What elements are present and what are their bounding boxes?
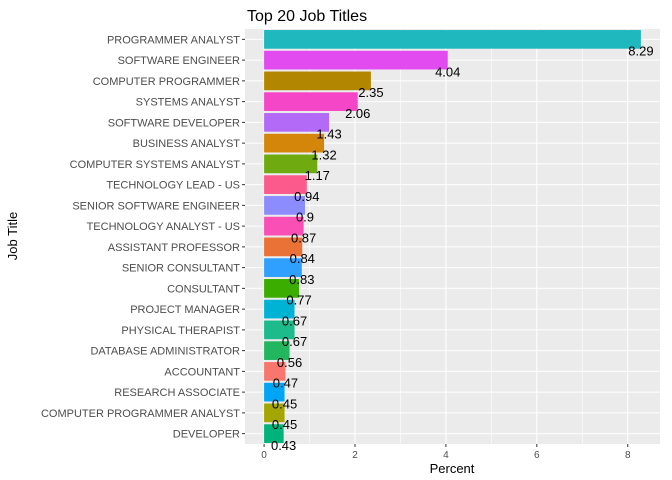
bar-value-label: 0.94 bbox=[294, 189, 319, 204]
bar bbox=[264, 362, 286, 381]
category-label: RESEARCH ASSOCIATE bbox=[114, 387, 240, 399]
bar bbox=[264, 196, 305, 215]
bar bbox=[264, 279, 300, 298]
bar-value-label: 0.67 bbox=[282, 334, 307, 349]
y-axis: PROGRAMMER ANALYST SOFTWARE ENGINEER COMPU… bbox=[41, 34, 245, 441]
category-label: COMPUTER PROGRAMMER bbox=[93, 76, 240, 88]
category-label: TECHNOLOGY ANALYST - US bbox=[87, 221, 240, 233]
category-label: SOFTWARE DEVELOPER bbox=[108, 117, 240, 129]
bar-value-label: 0.45 bbox=[272, 417, 297, 432]
x-axis-title: Percent bbox=[430, 461, 475, 476]
x-axis: 0 2 4 6 8 bbox=[261, 444, 631, 461]
bar bbox=[264, 50, 448, 70]
bar bbox=[264, 320, 295, 340]
bar bbox=[264, 299, 295, 319]
bar-value-label: 2.06 bbox=[345, 106, 370, 121]
category-label: SENIOR SOFTWARE ENGINEER bbox=[72, 200, 240, 212]
category-label: PHYSICAL THERAPIST bbox=[121, 325, 240, 337]
category-label: TECHNOLOGY LEAD - US bbox=[106, 180, 240, 192]
bar bbox=[264, 154, 318, 174]
category-label: SYSTEMS ANALYST bbox=[136, 97, 241, 109]
category-label: ACCOUNTANT bbox=[164, 366, 240, 378]
bar bbox=[264, 341, 290, 360]
category-label: DEVELOPER bbox=[173, 429, 240, 441]
x-tick-label: 2 bbox=[352, 450, 358, 461]
bar-value-label: 1.17 bbox=[305, 168, 330, 183]
bar-value-label: 0.67 bbox=[282, 313, 307, 328]
y-axis-title: Job Title bbox=[5, 212, 20, 260]
x-tick-label: 6 bbox=[534, 450, 540, 461]
bar bbox=[264, 92, 358, 111]
bar-value-label: 0.77 bbox=[286, 293, 311, 308]
category-label: DATABASE ADMINISTRATOR bbox=[90, 346, 240, 358]
bar bbox=[264, 175, 307, 194]
bar-value-label: 0.84 bbox=[290, 251, 315, 266]
bar-value-label: 0.45 bbox=[272, 396, 297, 411]
bar-value-label: 8.29 bbox=[628, 44, 653, 59]
category-label: ASSISTANT PROFESSOR bbox=[108, 242, 240, 254]
category-label: SOFTWARE ENGINEER bbox=[118, 55, 240, 67]
bar-value-label: 0.87 bbox=[291, 230, 316, 245]
bar-value-label: 0.43 bbox=[271, 438, 296, 453]
x-tick-label: 0 bbox=[261, 450, 267, 461]
value-labels: 8.29 4.04 2.35 2.06 1.43 1.32 1.17 0.94 0.9 0.87 0… bbox=[271, 44, 654, 453]
bar-value-label: 1.43 bbox=[316, 127, 341, 142]
bar-value-label: 0.47 bbox=[273, 376, 298, 391]
bars bbox=[264, 30, 641, 443]
category-label: SENIOR CONSULTANT bbox=[122, 263, 240, 275]
chart-title: Top 20 Job Titles bbox=[247, 8, 367, 25]
bar-value-label: 0.9 bbox=[296, 210, 314, 225]
category-label: PROJECT MANAGER bbox=[130, 304, 240, 316]
bar bbox=[264, 133, 325, 153]
bar-value-label: 2.35 bbox=[358, 85, 383, 100]
x-tick-label: 8 bbox=[625, 450, 631, 461]
x-tick-label: 4 bbox=[443, 450, 449, 461]
bar-value-label: 1.32 bbox=[311, 147, 336, 162]
category-label: PROGRAMMER ANALYST bbox=[107, 34, 240, 46]
bar bbox=[264, 71, 371, 91]
bar bbox=[264, 258, 302, 277]
bar-value-label: 0.56 bbox=[277, 355, 302, 370]
category-label: CONSULTANT bbox=[167, 283, 240, 295]
bar bbox=[264, 424, 284, 443]
category-label: BUSINESS ANALYST bbox=[133, 138, 241, 150]
bar-value-label: 4.04 bbox=[435, 64, 460, 79]
category-label: COMPUTER PROGRAMMER ANALYST bbox=[41, 408, 240, 420]
bar bbox=[264, 403, 285, 423]
bar-value-label: 0.83 bbox=[289, 272, 314, 287]
bar bbox=[264, 113, 330, 132]
category-label: COMPUTER SYSTEMS ANALYST bbox=[70, 159, 241, 171]
bar bbox=[264, 216, 304, 236]
bar bbox=[264, 30, 641, 49]
bar bbox=[264, 237, 303, 257]
bar bbox=[264, 382, 285, 402]
